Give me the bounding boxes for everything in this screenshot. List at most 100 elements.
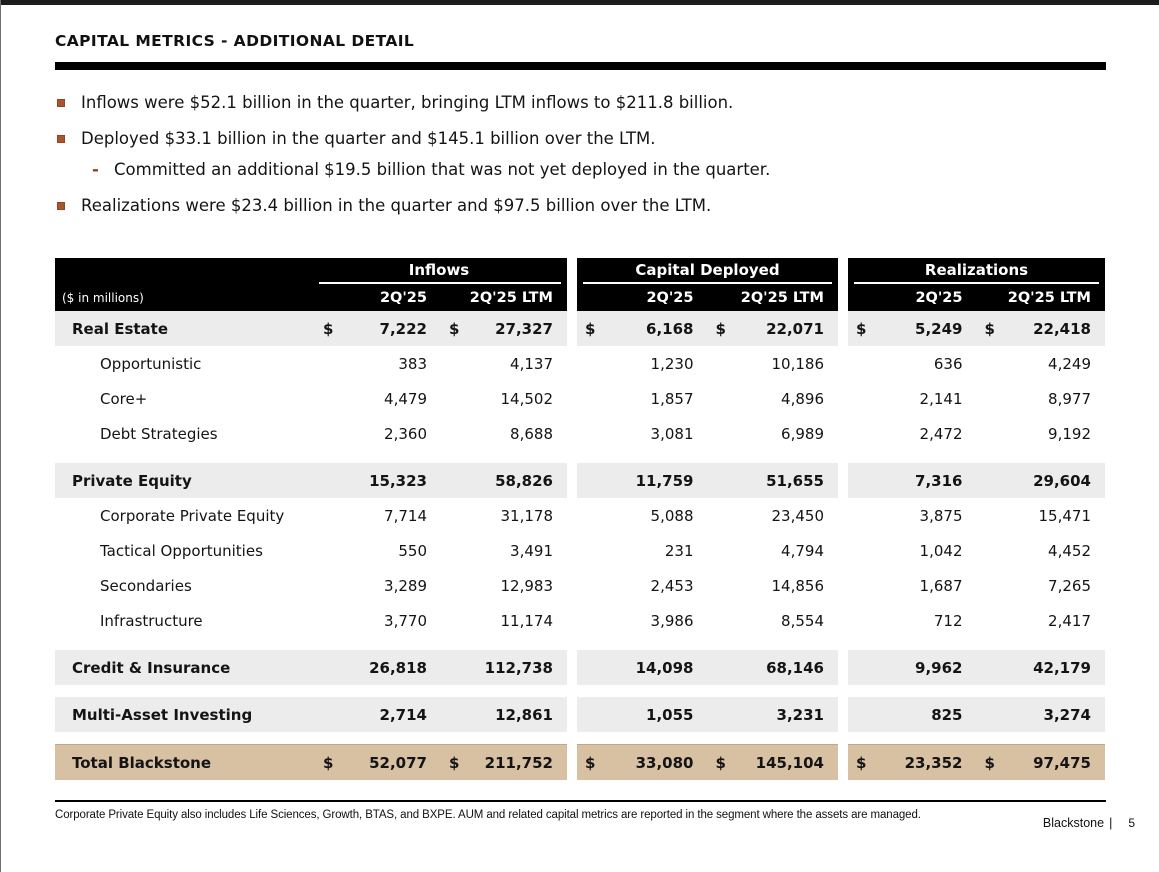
cell-value: $6,168	[577, 320, 708, 338]
table-row: Opportunistic 383 4,137 1,230 10,186 636 4,249	[55, 346, 1105, 381]
value-text: 2,472	[919, 424, 963, 443]
table-gap	[838, 650, 848, 685]
table-gap	[567, 416, 577, 451]
group-header-inflows: Inflows	[55, 258, 567, 284]
cell-value: 8,554	[708, 612, 839, 630]
value-text: 68,146	[766, 658, 824, 677]
cell-value: 825	[848, 706, 977, 724]
value-text: 9,962	[915, 658, 963, 677]
header-block-inflows: Inflows ($ in millions) 2Q'25 2Q'25 LTM	[55, 258, 567, 311]
row-label: Opportunistic	[100, 354, 202, 373]
cell-value: 7,316	[848, 472, 977, 490]
row-label: Corporate Private Equity	[100, 506, 285, 525]
value-text: 6,168	[646, 319, 694, 338]
row-segment: Core+ 4,479 14,502	[55, 381, 567, 416]
cell-value: 42,179	[977, 659, 1106, 677]
cell-value: 550	[315, 542, 441, 560]
table-gap	[838, 568, 848, 603]
page-title: CAPITAL METRICS - ADDITIONAL DETAIL	[55, 32, 415, 50]
row-segment: 14,098 68,146	[577, 650, 838, 685]
table-row: Core+ 4,479 14,502 1,857 4,896 2,141 8,977	[55, 381, 1105, 416]
cell-value: 1,230	[577, 355, 708, 373]
value-text: 2,714	[379, 705, 427, 724]
value-text: 10,186	[771, 354, 825, 373]
value-text: 22,418	[1033, 319, 1091, 338]
value-text: 29,604	[1033, 471, 1091, 490]
row-label: Credit & Insurance	[72, 658, 231, 677]
value-text: 97,475	[1033, 753, 1091, 772]
cell-value: $5,249	[848, 320, 977, 338]
row-segment: 11,759 51,655	[577, 463, 838, 498]
value-text: 1,042	[919, 541, 963, 560]
row-segment: Tactical Opportunities 550 3,491	[55, 533, 567, 568]
row-label: Total Blackstone	[72, 753, 212, 772]
dollar-sign: $	[449, 753, 460, 772]
value-text: 6,989	[781, 424, 824, 443]
dollar-sign: $	[715, 319, 726, 338]
value-text: 11,759	[635, 471, 694, 490]
value-text: 7,714	[384, 506, 427, 525]
value-text: 23,352	[904, 753, 963, 772]
table-gap	[838, 311, 848, 346]
value-text: 5,249	[915, 319, 963, 338]
table-gap	[567, 463, 577, 498]
table-gap	[838, 697, 848, 732]
cell-value: $22,418	[977, 320, 1106, 338]
table-gap	[567, 311, 577, 346]
row-segment: 1,687 7,265	[848, 568, 1105, 603]
cell-value: 3,491	[441, 542, 567, 560]
row-segment: 9,962 42,179	[848, 650, 1105, 685]
dollar-sign: $	[856, 319, 867, 338]
cell-value: 51,655	[708, 472, 839, 490]
value-text: 12,983	[500, 576, 554, 595]
cell-value: $27,327	[441, 320, 567, 338]
value-text: 3,491	[510, 541, 553, 560]
dollar-sign: $	[449, 319, 460, 338]
value-text: 3,274	[1043, 705, 1091, 724]
table-gap	[838, 744, 848, 780]
dollar-sign: $	[984, 319, 995, 338]
row-segment: 3,986 8,554	[577, 603, 838, 638]
cell-value: 7,265	[977, 577, 1106, 595]
cell-value: $145,104	[708, 754, 839, 772]
column-header-2q25: 2Q'25	[379, 289, 427, 306]
bullet-text: Committed an additional $19.5 billion th…	[114, 160, 771, 179]
row-segment: 2,472 9,192	[848, 416, 1105, 451]
cell-value: 4,249	[977, 355, 1106, 373]
value-text: 3,081	[650, 424, 694, 443]
value-text: 7,265	[1048, 576, 1091, 595]
dash-icon: -	[92, 160, 99, 179]
cell-value: $52,077	[315, 754, 441, 772]
row-segment: Secondaries 3,289 12,983	[55, 568, 567, 603]
group-underline	[854, 282, 1099, 284]
bullet-list: Inflows were $52.1 billion in the quarte…	[55, 88, 1055, 217]
row-segment: Credit & Insurance 26,818 112,738	[55, 650, 567, 685]
row-label: Tactical Opportunities	[100, 541, 263, 560]
group-header-capital-deployed: Capital Deployed	[577, 258, 838, 284]
value-text: 1,055	[646, 705, 694, 724]
table-row: Total Blackstone $52,077 $211,752 $33,080 $1…	[55, 744, 1105, 780]
column-header-row: 2Q'25 2Q'25 LTM	[577, 284, 838, 311]
value-text: 11,174	[500, 611, 554, 630]
header-block-capital-deployed: Capital Deployed 2Q'25 2Q'25 LTM	[577, 258, 838, 311]
value-text: 52,077	[369, 753, 427, 772]
value-text: 26,818	[369, 658, 427, 677]
value-text: 383	[398, 354, 427, 373]
row-segment: 1,055 3,231	[577, 697, 838, 732]
cell-value: 14,856	[708, 577, 839, 595]
value-text: 4,479	[384, 389, 427, 408]
group-label: Realizations	[924, 261, 1029, 279]
value-text: 1,687	[919, 576, 963, 595]
table-gap	[567, 498, 577, 533]
table-gap	[567, 650, 577, 685]
value-text: 712	[933, 611, 963, 630]
row-label: Infrastructure	[100, 611, 203, 630]
value-text: 211,752	[484, 753, 553, 772]
column-header-2q25-ltm: 2Q'25 LTM	[1007, 289, 1091, 306]
table-gap	[838, 498, 848, 533]
table-gap	[567, 258, 577, 311]
value-text: 31,178	[500, 506, 554, 525]
value-text: 3,231	[776, 705, 824, 724]
column-header-row: ($ in millions) 2Q'25 2Q'25 LTM	[55, 284, 567, 311]
value-text: 4,249	[1048, 354, 1091, 373]
